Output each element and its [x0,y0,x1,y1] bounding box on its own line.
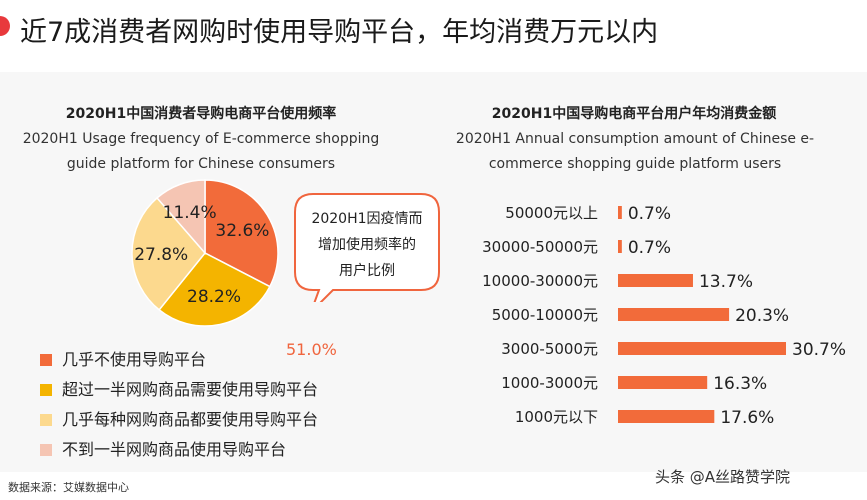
page-title: 近7成消费者网购时使用导购平台，年均消费万元以内 [20,17,659,48]
bar-chart-subtitle-line1: 2020H1 Annual consumption amount of Chin… [455,131,815,147]
bar-value-label: 17.6% [720,408,774,428]
pie-slices [131,179,279,327]
pie-value-labels: 32.6% 28.2% 27.8% 11.4% [134,203,269,307]
bar [618,206,622,219]
callout-bubble-shape [294,193,440,302]
bar-chart-title: 2020H1中国导购电商平台用户年均消费金额 [491,106,777,122]
callout-bubble [294,193,440,302]
pie-slice [156,179,206,256]
legend-item: 不到一半网购商品使用导购平台 [40,436,318,466]
bar [618,308,730,321]
bar-category-label: 1000-3000元 [501,374,598,392]
pie-chart-title: 2020H1中国消费者导购电商平台使用频率 [65,106,337,122]
bar-category-label: 30000-50000元 [482,238,598,256]
legend-item: 超过一半网购商品需要使用导购平台 [40,376,318,406]
bar-chart-subtitle-line2: commerce shopping guide platform users [488,156,782,172]
bar-value-label: 0.7% [628,204,671,224]
callout-text: 2020H1因疫情而 增加使用频率的 用户比例 [296,206,438,284]
legend-swatch [40,354,52,366]
bar-category-label: 1000元以下 [515,408,598,426]
legend-label: 超过一半网购商品需要使用导购平台 [62,380,319,399]
legend-item: 几乎每种网购商品都要使用导购平台 [40,406,318,436]
pie-chart-subtitle: 2020H1 Usage frequency of E-commerce sho… [20,127,382,177]
callout-line2: 增加使用频率的 [318,237,416,253]
headline-bar: 近7成消费者网购时使用导购平台，年均消费万元以内 [0,0,867,58]
pie-value-label: 11.4% [163,203,217,223]
legend-label: 几乎不使用导购平台 [62,350,207,369]
legend-swatch [40,444,52,456]
legend-item: 几乎不使用导购平台 [40,346,318,376]
bar-value-label: 0.7% [628,238,671,258]
bar [618,274,693,287]
pie-legend: 几乎不使用导购平台 超过一半网购商品需要使用导购平台 几乎每种网购商品都要使用导… [40,346,318,466]
bar-category-label: 50000元以上 [505,204,598,222]
bar-chart-subtitle: 2020H1 Annual consumption amount of Chin… [440,127,830,177]
legend-label: 几乎每种网购商品都要使用导购平台 [62,410,319,429]
bar-value-label: 16.3% [713,374,767,394]
pie-value-label: 28.2% [187,287,241,307]
legend-swatch [40,414,52,426]
bar-category-label: 5000-10000元 [492,306,598,324]
bar-value-label: 13.7% [699,272,753,292]
bar-category-label: 3000-5000元 [501,340,598,358]
bar [618,342,786,355]
watermark: 头条 @A丝路赞学院 [655,468,791,486]
bar-marks: 50000元以上 0.7% 30000-50000元 0.7% 10000-30000元… [482,204,846,428]
callout-value: 51.0% [286,340,337,359]
pie-chart-subtitle-line1: 2020H1 Usage frequency of E-commerce sho… [22,131,380,147]
headline-marker-icon [0,16,10,36]
pie-value-label: 32.6% [215,221,269,241]
callout-line3: 用户比例 [339,263,395,279]
pie-value-label: 27.8% [134,245,188,265]
pie-slice [204,179,279,288]
legend-label: 不到一半网购商品使用导购平台 [62,440,287,459]
legend-swatch [40,384,52,396]
bar [618,410,715,423]
callout-line1: 2020H1因疫情而 [311,211,423,227]
pie-slice [158,252,271,327]
bar-value-label: 20.3% [735,306,789,326]
bar-value-label: 30.7% [792,340,846,360]
bar-category-label: 10000-30000元 [482,272,598,290]
bar [618,240,622,253]
bar [618,376,708,389]
pie-slice [131,196,206,311]
data-source-note: 数据来源：艾媒数据中心 [8,481,129,494]
pie-chart-subtitle-line2: guide platform for Chinese consumers [66,156,336,172]
